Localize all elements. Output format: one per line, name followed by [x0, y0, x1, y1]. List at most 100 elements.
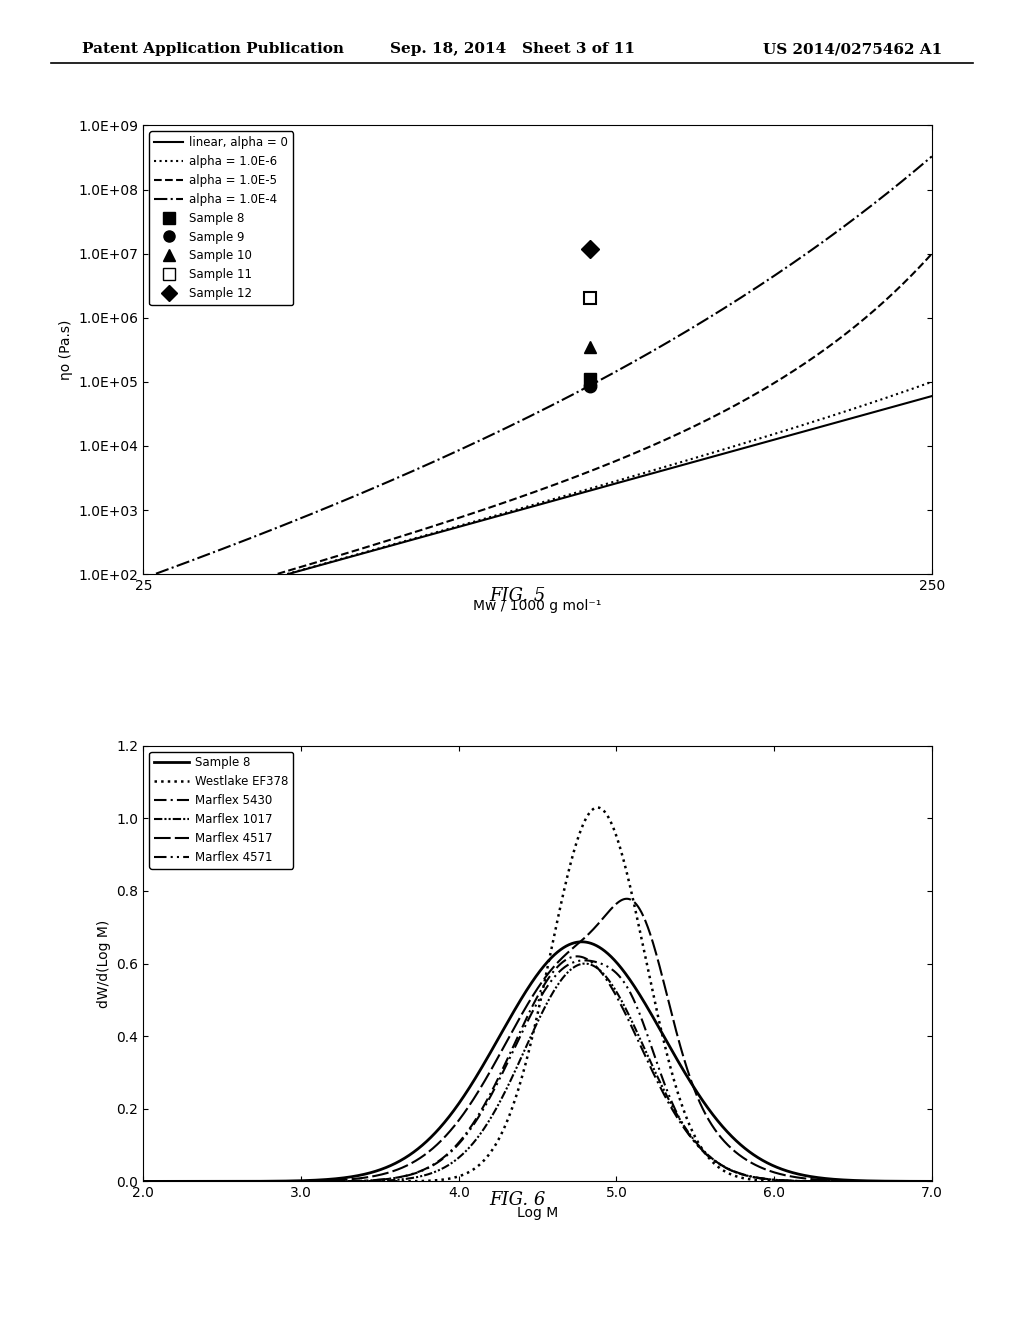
Sample 8	[759, 1154, 771, 1170]
Marflex 4571	[579, 953, 591, 969]
linear, alpha = 0	[754, 436, 766, 451]
alpha = 1.0E-6	[670, 455, 682, 471]
Sample 8	[926, 1173, 938, 1189]
Westlake EF378	[137, 1173, 150, 1189]
Marflex 4571	[926, 1173, 938, 1189]
alpha = 1.0E-5	[429, 517, 441, 533]
Marflex 4571	[177, 1173, 189, 1189]
alpha = 1.0E-5	[899, 275, 911, 290]
Westlake EF378	[903, 1173, 915, 1189]
Marflex 4517	[500, 1035, 512, 1051]
linear, alpha = 0	[640, 467, 652, 483]
alpha = 1.0E-5	[472, 503, 484, 519]
Marflex 1017	[137, 1173, 150, 1189]
alpha = 1.0E-6	[926, 374, 938, 389]
Marflex 4517	[926, 1173, 938, 1189]
Line: Marflex 5430: Marflex 5430	[143, 957, 932, 1181]
Marflex 1017	[579, 956, 591, 972]
Marflex 1017	[926, 1173, 938, 1189]
Sample 8	[137, 1173, 150, 1189]
alpha = 1.0E-6	[699, 447, 712, 463]
Sample 8	[500, 1018, 512, 1034]
alpha = 1.0E-6	[281, 566, 293, 582]
Marflex 4517	[177, 1173, 189, 1189]
Westlake EF378	[591, 800, 603, 816]
Marflex 1017	[177, 1173, 189, 1189]
Marflex 5430	[177, 1173, 189, 1189]
Line: Marflex 1017: Marflex 1017	[143, 964, 932, 1181]
alpha = 1.0E-4	[803, 244, 815, 260]
linear, alpha = 0	[861, 407, 873, 422]
alpha = 1.0E-4	[446, 445, 459, 461]
Westlake EF378	[759, 1172, 771, 1188]
alpha = 1.0E-6	[727, 438, 739, 454]
Marflex 5430	[520, 1010, 532, 1026]
alpha = 1.0E-5	[547, 478, 559, 494]
alpha = 1.0E-4	[786, 255, 799, 271]
Marflex 5430	[903, 1173, 915, 1189]
alpha = 1.0E-4	[855, 206, 867, 222]
Marflex 4571	[137, 1173, 150, 1189]
alpha = 1.0E-4	[649, 342, 662, 358]
Sample 8	[903, 1173, 915, 1189]
Marflex 4517	[903, 1173, 915, 1189]
Marflex 4517	[137, 1173, 150, 1189]
Marflex 4517	[759, 1162, 771, 1177]
linear, alpha = 0	[283, 566, 295, 582]
Line: linear, alpha = 0: linear, alpha = 0	[289, 396, 932, 574]
Marflex 5430	[759, 1171, 771, 1187]
Line: Westlake EF378: Westlake EF378	[143, 808, 932, 1181]
alpha = 1.0E-5	[926, 246, 938, 261]
Marflex 1017	[520, 1038, 532, 1053]
Westlake EF378	[926, 1173, 938, 1189]
Sample 8	[575, 935, 588, 950]
Marflex 4571	[903, 1173, 915, 1189]
Line: alpha = 1.0E-6: alpha = 1.0E-6	[287, 381, 932, 574]
Line: alpha = 1.0E-5: alpha = 1.0E-5	[278, 253, 932, 574]
alpha = 1.0E-5	[916, 256, 929, 272]
Marflex 4571	[759, 1171, 771, 1187]
Westlake EF378	[500, 1117, 512, 1133]
Text: FIG. 5: FIG. 5	[488, 587, 546, 606]
Line: Marflex 4571: Marflex 4571	[143, 961, 932, 1181]
Marflex 4517	[520, 998, 532, 1014]
Marflex 4517	[903, 1173, 915, 1189]
Marflex 5430	[137, 1173, 150, 1189]
linear, alpha = 0	[475, 512, 487, 528]
Marflex 4571	[500, 1059, 512, 1074]
Marflex 4517	[621, 891, 633, 907]
alpha = 1.0E-4	[150, 566, 162, 582]
linear, alpha = 0	[926, 388, 938, 404]
X-axis label: Log M: Log M	[517, 1205, 558, 1220]
alpha = 1.0E-6	[402, 532, 415, 548]
Text: FIG. 6: FIG. 6	[488, 1191, 546, 1209]
Text: Patent Application Publication: Patent Application Publication	[82, 42, 344, 57]
Line: Marflex 4517: Marflex 4517	[143, 899, 932, 1181]
Marflex 5430	[903, 1173, 915, 1189]
alpha = 1.0E-6	[725, 440, 737, 455]
alpha = 1.0E-4	[236, 533, 248, 549]
alpha = 1.0E-4	[926, 148, 938, 164]
Marflex 1017	[903, 1173, 915, 1189]
Text: US 2014/0275462 A1: US 2014/0275462 A1	[763, 42, 942, 57]
Line: Sample 8: Sample 8	[143, 942, 932, 1181]
linear, alpha = 0	[498, 507, 510, 523]
alpha = 1.0E-5	[271, 566, 284, 582]
Westlake EF378	[903, 1173, 915, 1189]
Marflex 5430	[926, 1173, 938, 1189]
Marflex 5430	[570, 949, 583, 965]
Sample 8	[520, 982, 532, 998]
Legend: Sample 8, Westlake EF378, Marflex 5430, Marflex 1017, Marflex 4517, Marflex 4571: Sample 8, Westlake EF378, Marflex 5430, …	[150, 751, 294, 869]
Marflex 1017	[759, 1171, 771, 1187]
Sample 8	[903, 1173, 915, 1189]
Marflex 4571	[520, 1015, 532, 1031]
Text: Sep. 18, 2014   Sheet 3 of 11: Sep. 18, 2014 Sheet 3 of 11	[389, 42, 635, 57]
Westlake EF378	[177, 1173, 189, 1189]
alpha = 1.0E-5	[498, 495, 510, 511]
Legend: linear, alpha = 0, alpha = 1.0E-6, alpha = 1.0E-5, alpha = 1.0E-4, Sample 8, Sam: linear, alpha = 0, alpha = 1.0E-6, alpha…	[150, 131, 293, 305]
Marflex 4571	[903, 1173, 915, 1189]
X-axis label: Mw / 1000 g mol⁻¹: Mw / 1000 g mol⁻¹	[473, 598, 602, 612]
linear, alpha = 0	[734, 441, 746, 457]
alpha = 1.0E-6	[621, 470, 633, 486]
Line: alpha = 1.0E-4: alpha = 1.0E-4	[156, 156, 932, 574]
